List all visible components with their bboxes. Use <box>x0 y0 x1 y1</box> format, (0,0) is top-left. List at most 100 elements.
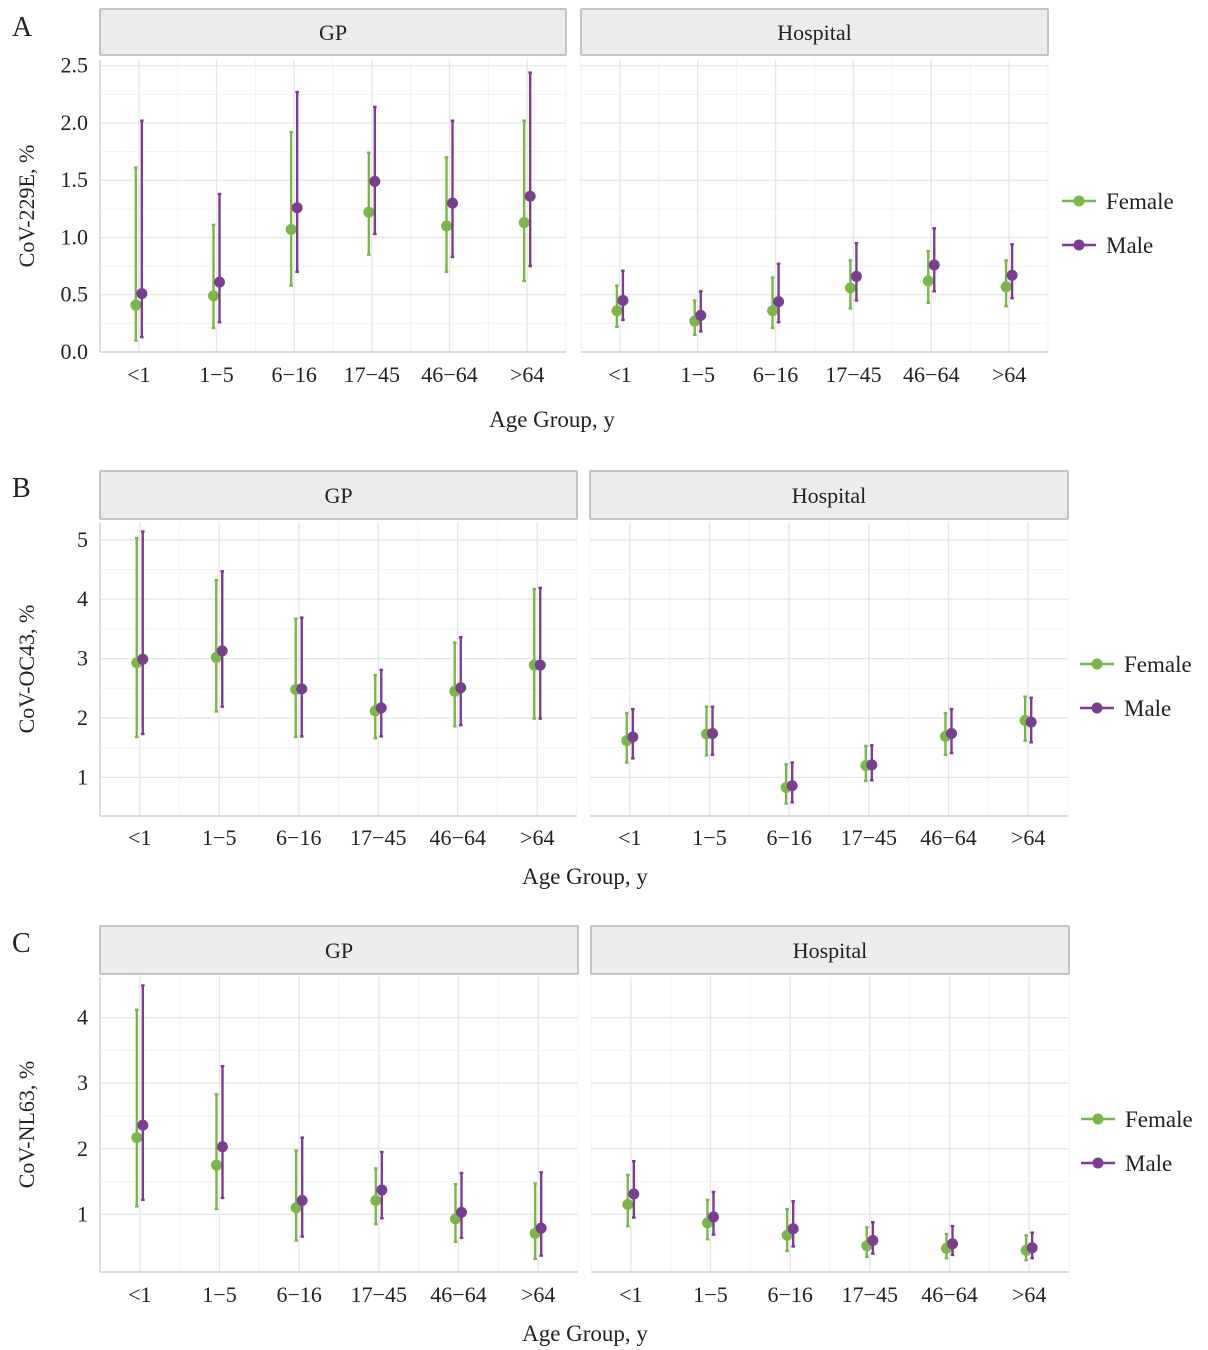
legend: Female Male <box>1080 652 1192 721</box>
y-tick-label: 3 <box>77 646 88 671</box>
male-point <box>291 202 303 214</box>
female-point <box>518 217 530 229</box>
legend-male-label: Male <box>1124 696 1171 721</box>
female-point <box>844 282 856 294</box>
male-point <box>946 727 957 739</box>
panel-b: B CoV-OC43, % GP 1 2 3 4 5 <1 1−5 6−16 17−45 46−64 >6… <box>12 470 1192 889</box>
male-point <box>786 780 798 792</box>
male-point <box>136 288 148 300</box>
legend-male-point <box>1091 702 1103 714</box>
legend: Female Male <box>1062 189 1174 258</box>
x-tick-label: 1−5 <box>199 362 233 387</box>
y-tick-label: 1 <box>77 1201 88 1226</box>
male-point <box>628 1188 640 1200</box>
x-tick-label: 46−64 <box>921 1282 977 1307</box>
legend-male-point <box>1092 1157 1104 1169</box>
male-point <box>456 1206 467 1218</box>
facet-strip-label: GP <box>319 20 347 45</box>
legend-female-label: Female <box>1106 189 1174 214</box>
y-tick-label: 4 <box>77 1005 88 1030</box>
male-point <box>787 1223 799 1235</box>
facet-gp: GP 1 2 3 4 <1 1−5 6−16 17−45 46−64 >64 <box>77 925 579 1307</box>
y-tick-label: 2.5 <box>61 53 89 78</box>
x-tick-label: >64 <box>521 1282 555 1307</box>
x-tick-label: <1 <box>618 825 641 850</box>
y-tick-label: 2 <box>77 705 88 730</box>
y-tick-label: 1.5 <box>61 167 89 192</box>
legend-female-label: Female <box>1124 652 1192 677</box>
female-point <box>208 290 219 302</box>
y-tick-label: 5 <box>77 527 88 552</box>
panel-c: C CoV-NL63, % GP 1 2 3 4 <1 1−5 6−16 17−45 46−64 >64… <box>12 925 1193 1346</box>
legend-male-point <box>1073 239 1085 251</box>
male-point <box>1026 1242 1038 1254</box>
x-tick-label: >64 <box>1012 1282 1046 1307</box>
y-tick-label: 2 <box>77 1136 88 1161</box>
x-tick-label: >64 <box>992 362 1026 387</box>
male-point <box>773 296 785 308</box>
legend-female-point <box>1092 1113 1104 1125</box>
male-point <box>695 309 707 321</box>
x-tick-label: 1−5 <box>202 825 236 850</box>
x-tick-label: <1 <box>608 362 631 387</box>
female-point <box>130 299 142 311</box>
female-point <box>285 223 297 235</box>
facet-strip-label: Hospital <box>792 483 867 508</box>
legend-female-point <box>1073 195 1085 207</box>
x-tick-label: 46−64 <box>430 825 486 850</box>
panel-a: A CoV-229E, % GP 0.0 0.5 1.0 1.5 2.0 2.5 <1 1−5 6−1… <box>12 8 1174 432</box>
y-tick-label: 0.0 <box>61 339 89 364</box>
male-point <box>369 175 381 187</box>
x-tick-label: 6−16 <box>767 1282 812 1307</box>
x-axis-label: Age Group, y <box>522 1321 648 1346</box>
facet-hospital: Hospital <1 1−5 6−16 17−45 46−64 >64 <box>590 925 1070 1307</box>
x-tick-label: <1 <box>128 825 151 850</box>
male-point <box>217 1141 228 1153</box>
male-point <box>455 682 467 694</box>
male-point <box>137 653 149 665</box>
y-tick-label: 2.0 <box>61 110 89 135</box>
x-tick-label: 1−5 <box>692 825 726 850</box>
male-point <box>627 731 639 743</box>
female-point <box>370 1195 382 1207</box>
x-tick-label: >64 <box>1011 825 1045 850</box>
facet-strip <box>99 8 567 56</box>
facet-hospital: Hospital <1 1−5 6−16 17−45 46−64 >64 <box>580 8 1049 387</box>
male-point <box>214 276 225 288</box>
x-axis-label: Age Group, y <box>489 407 615 432</box>
male-point <box>1006 269 1018 281</box>
facet-strip <box>590 925 1070 975</box>
female-point <box>767 305 779 317</box>
male-point <box>296 1195 308 1207</box>
legend-female-point <box>1091 658 1103 670</box>
male-point <box>708 1211 719 1223</box>
male-point <box>376 1184 388 1196</box>
x-tick-label: 17−45 <box>842 1282 898 1307</box>
x-tick-label: 6−16 <box>276 1282 321 1307</box>
female-point <box>131 1132 143 1144</box>
facet-strip-label: Hospital <box>777 20 852 45</box>
panel-letter: C <box>12 928 31 959</box>
x-tick-label: 46−64 <box>903 362 959 387</box>
facet-strip-label: GP <box>325 938 353 963</box>
facet-strip-label: GP <box>324 483 352 508</box>
facet-hospital: Hospital <1 1−5 6−16 17−45 46−64 >64 <box>589 470 1069 850</box>
facet-gp: GP 0.0 0.5 1.0 1.5 2.0 2.5 <1 1−5 6−16 17−45 46−64 >… <box>61 8 567 387</box>
y-axis-label: CoV-OC43, % <box>14 605 39 734</box>
x-tick-label: 46−64 <box>430 1282 486 1307</box>
male-point <box>617 294 629 306</box>
legend-female-label: Female <box>1125 1107 1193 1132</box>
x-tick-label: 17−45 <box>825 362 881 387</box>
x-tick-label: 17−45 <box>351 1282 407 1307</box>
x-tick-label: <1 <box>127 362 150 387</box>
male-point <box>524 190 536 202</box>
male-point <box>707 727 718 739</box>
female-point <box>441 220 452 232</box>
x-tick-label: >64 <box>520 825 554 850</box>
female-point <box>611 305 623 317</box>
y-axis-label: CoV-229E, % <box>14 145 39 268</box>
facet-strip-label: Hospital <box>793 938 868 963</box>
male-point <box>928 259 940 271</box>
male-point <box>1025 716 1037 728</box>
